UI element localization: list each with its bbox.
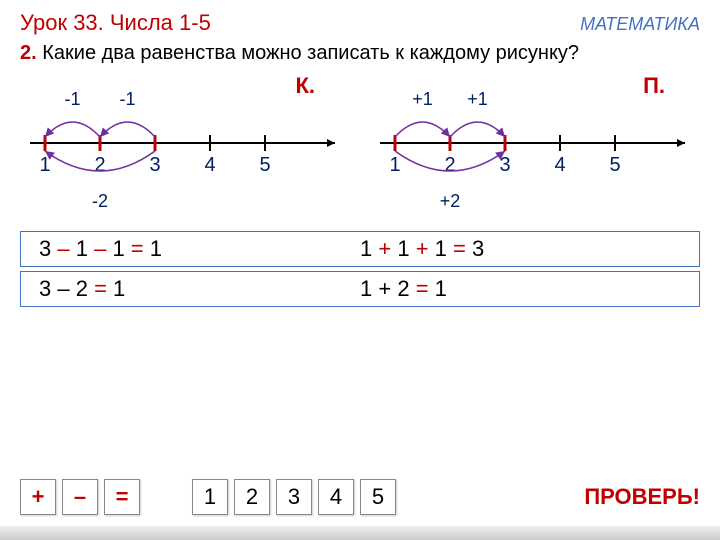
diagram-p: П. 1 2 3 4 5 +1 +1 +2	[375, 73, 695, 223]
answer-1-right: 1 + 1 + 1 = 3	[360, 236, 681, 262]
diagram-k: К. 1 2 3 4 5 -1 -1 -2	[25, 73, 345, 223]
diagram-label-k: К.	[295, 73, 315, 99]
question-text: Какие два равенства можно записать к каж…	[42, 42, 579, 64]
answer-1-left: 3 – 1 – 1 = 1	[39, 236, 360, 262]
svg-text:-1: -1	[119, 89, 135, 109]
op-button-=[interactable]: =	[104, 479, 140, 515]
num-button-2[interactable]: 2	[234, 479, 270, 515]
svg-text:3: 3	[499, 154, 510, 176]
check-label[interactable]: ПРОВЕРЬ!	[584, 484, 700, 510]
lesson-title: Урок 33. Числа 1-5	[20, 10, 211, 36]
subject-label: МАТЕМАТИКА	[580, 14, 700, 35]
answer-row-1: 3 – 1 – 1 = 1 1 + 1 + 1 = 3	[20, 231, 700, 267]
answer-2-left: 3 – 2 = 1	[39, 276, 360, 302]
svg-text:5: 5	[609, 154, 620, 176]
question: 2. Какие два равенства можно записать к …	[0, 40, 720, 73]
diagrams: К. 1 2 3 4 5 -1 -1 -2 П. 1 2 3 4 5 +1 +1 +2	[0, 73, 720, 223]
svg-text:5: 5	[259, 154, 270, 176]
diagram-label-p: П.	[643, 73, 665, 99]
svg-text:-2: -2	[92, 191, 108, 211]
answers: 3 – 1 – 1 = 1 1 + 1 + 1 = 3 3 – 2 = 1 1 …	[20, 231, 700, 307]
operator-buttons: +–=	[20, 479, 140, 515]
svg-text:3: 3	[149, 154, 160, 176]
header: Урок 33. Числа 1-5 МАТЕМАТИКА	[0, 0, 720, 40]
footer: +–= 12345 ПРОВЕРЬ!	[20, 479, 700, 515]
svg-text:1: 1	[389, 154, 400, 176]
svg-text:+1: +1	[412, 89, 433, 109]
num-button-5[interactable]: 5	[360, 479, 396, 515]
svg-text:1: 1	[39, 154, 50, 176]
svg-text:4: 4	[554, 154, 565, 176]
answer-row-2: 3 – 2 = 1 1 + 2 = 1	[20, 271, 700, 307]
svg-text:+2: +2	[440, 191, 461, 211]
num-button-4[interactable]: 4	[318, 479, 354, 515]
answer-2-right: 1 + 2 = 1	[360, 276, 681, 302]
svg-text:4: 4	[204, 154, 215, 176]
num-button-1[interactable]: 1	[192, 479, 228, 515]
svg-text:-1: -1	[64, 89, 80, 109]
footer-bar	[0, 526, 720, 540]
svg-text:2: 2	[444, 154, 455, 176]
num-button-3[interactable]: 3	[276, 479, 312, 515]
op-button-+[interactable]: +	[20, 479, 56, 515]
op-button-–[interactable]: –	[62, 479, 98, 515]
number-buttons: 12345	[192, 479, 396, 515]
svg-text:2: 2	[94, 154, 105, 176]
svg-text:+1: +1	[467, 89, 488, 109]
question-number: 2.	[20, 42, 37, 64]
